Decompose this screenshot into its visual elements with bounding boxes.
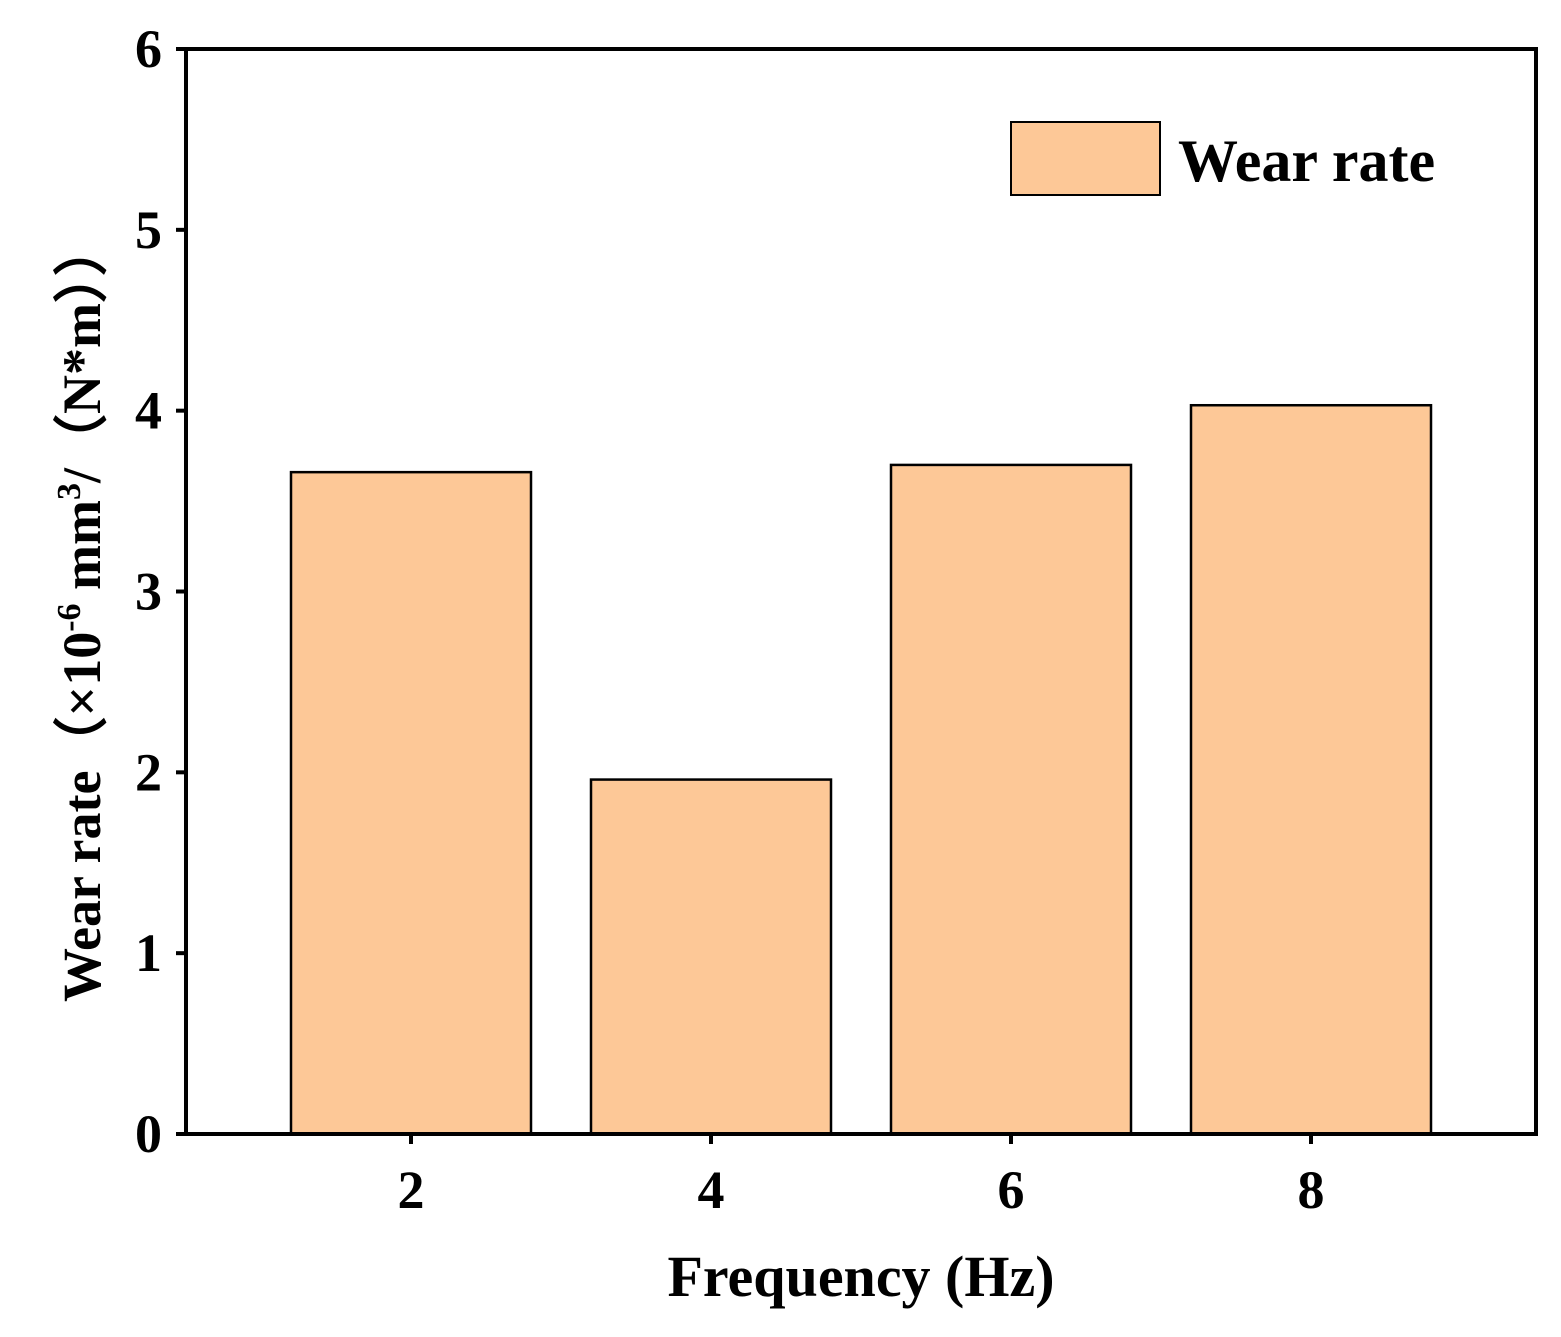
y-axis-title-mid: mm [52, 500, 112, 603]
y-axis-title-exp1: -6 [51, 603, 88, 631]
y-tick-label: 4 [135, 381, 162, 441]
bar-4hz [589, 778, 833, 1136]
bar-2hz [289, 470, 533, 1136]
y-axis-title-prefix: Wear rate（×10 [52, 632, 112, 1002]
y-axis-title-suffix: /（N*m）） [52, 222, 112, 484]
x-tick-label: 6 [998, 1160, 1025, 1220]
x-axis-ticks: 2 4 6 8 [398, 1134, 1325, 1220]
y-tick-label: 3 [135, 562, 162, 622]
legend-label: Wear rate [1178, 128, 1435, 194]
legend-swatch [1010, 121, 1161, 196]
legend: Wear rate [1010, 121, 1435, 196]
y-tick-label: 1 [135, 923, 162, 983]
bars-group [289, 403, 1433, 1136]
y-tick-label: 6 [135, 19, 162, 79]
x-tick-label: 2 [398, 1160, 425, 1220]
bar-6hz [889, 463, 1133, 1136]
y-tick-label: 0 [135, 1104, 162, 1164]
bar-8hz [1189, 403, 1433, 1136]
y-axis-title-exp2: 3 [51, 483, 88, 500]
y-tick-label: 2 [135, 742, 162, 802]
x-tick-label: 8 [1298, 1160, 1325, 1220]
x-tick-label: 4 [698, 1160, 725, 1220]
y-axis-ticks: 0 1 2 3 4 5 6 [135, 19, 186, 1164]
y-tick-label: 5 [135, 200, 162, 260]
y-axis-title: Wear rate（×10-6 mm3/（N*m）） [51, 222, 112, 1002]
x-axis-title: Frequency (Hz) [667, 1244, 1054, 1309]
